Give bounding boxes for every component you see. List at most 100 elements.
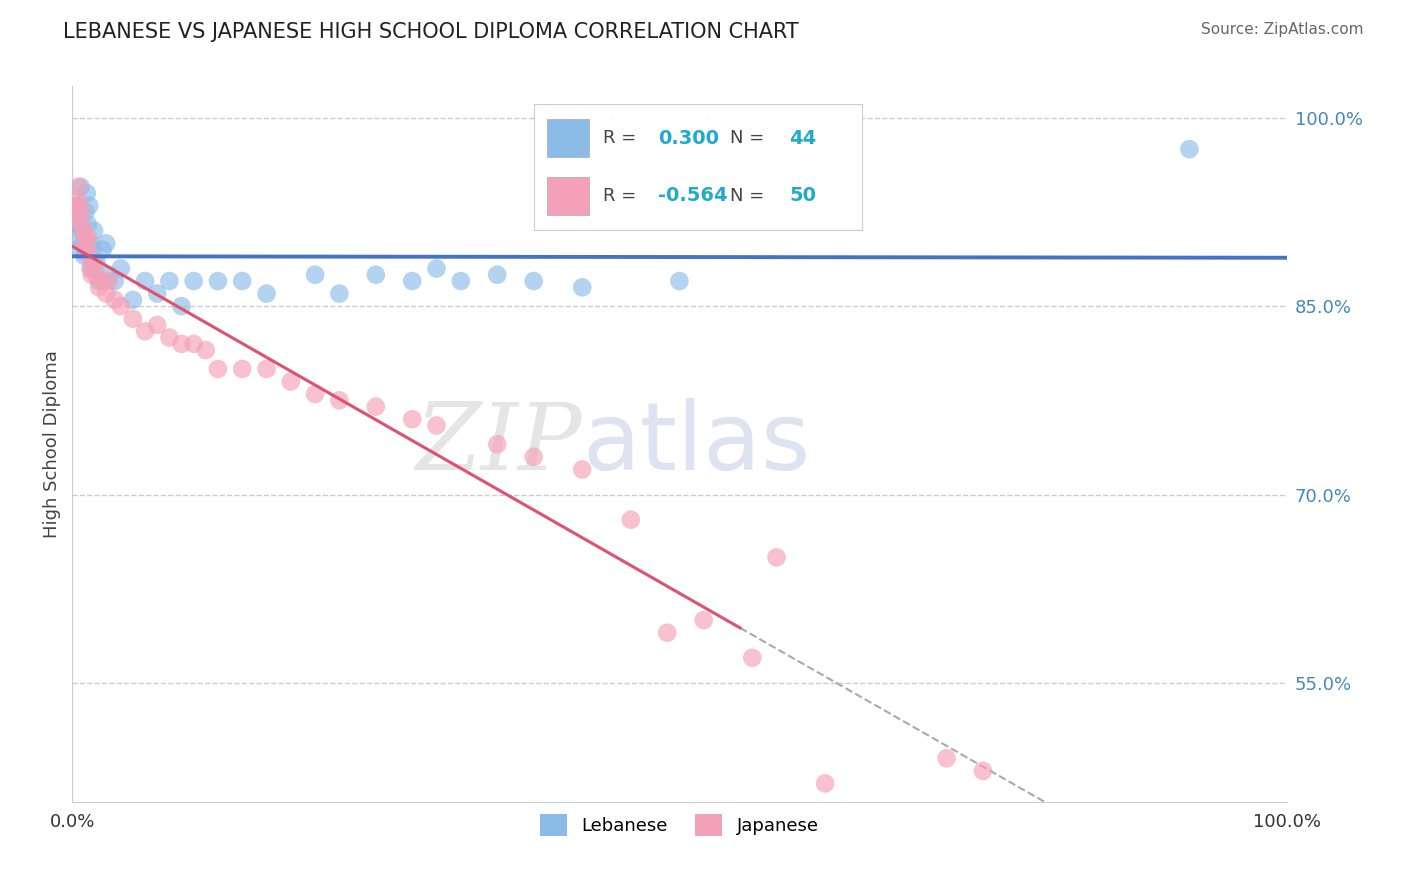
Text: ZIP: ZIP xyxy=(416,400,582,490)
Point xyxy=(69,199,91,213)
Point xyxy=(87,274,110,288)
Point xyxy=(328,286,350,301)
Point xyxy=(134,324,156,338)
Point xyxy=(668,274,690,288)
Point xyxy=(170,299,193,313)
Point xyxy=(304,387,326,401)
Point xyxy=(814,776,837,790)
Point xyxy=(401,274,423,288)
Point xyxy=(75,205,97,219)
Point xyxy=(97,268,120,282)
Point xyxy=(364,268,387,282)
Point xyxy=(77,199,100,213)
Point xyxy=(157,274,180,288)
Point xyxy=(523,274,546,288)
Point xyxy=(82,243,104,257)
Point xyxy=(1178,142,1201,156)
Point xyxy=(86,268,108,282)
Point xyxy=(83,224,105,238)
Point xyxy=(69,179,91,194)
Point xyxy=(79,236,101,251)
Point xyxy=(76,186,98,201)
Point xyxy=(523,450,546,464)
Point xyxy=(231,274,253,288)
Point xyxy=(70,218,93,232)
Point xyxy=(486,268,509,282)
Point xyxy=(194,343,217,358)
Point xyxy=(280,375,302,389)
Point xyxy=(67,199,90,213)
Point xyxy=(65,211,87,226)
Point xyxy=(87,280,110,294)
Point xyxy=(328,393,350,408)
Point xyxy=(63,211,86,226)
Point xyxy=(256,286,278,301)
Point xyxy=(91,274,114,288)
Point xyxy=(69,205,91,219)
Point xyxy=(207,362,229,376)
Point xyxy=(96,236,118,251)
Point xyxy=(207,274,229,288)
Point xyxy=(97,274,120,288)
Point xyxy=(77,218,100,232)
Point xyxy=(134,274,156,288)
Point xyxy=(256,362,278,376)
Point xyxy=(304,268,326,282)
Text: Source: ZipAtlas.com: Source: ZipAtlas.com xyxy=(1201,22,1364,37)
Point xyxy=(66,218,89,232)
Point xyxy=(146,286,169,301)
Legend: Lebanese, Japanese: Lebanese, Japanese xyxy=(533,807,825,843)
Point xyxy=(972,764,994,778)
Point xyxy=(110,261,132,276)
Point xyxy=(571,462,593,476)
Point xyxy=(65,230,87,244)
Point xyxy=(77,249,100,263)
Point xyxy=(96,286,118,301)
Point xyxy=(122,293,145,307)
Point xyxy=(80,261,103,276)
Point xyxy=(486,437,509,451)
Point xyxy=(364,400,387,414)
Text: atlas: atlas xyxy=(582,399,810,491)
Point xyxy=(571,280,593,294)
Point xyxy=(741,650,763,665)
Point xyxy=(183,274,205,288)
Text: LEBANESE VS JAPANESE HIGH SCHOOL DIPLOMA CORRELATION CHART: LEBANESE VS JAPANESE HIGH SCHOOL DIPLOMA… xyxy=(63,22,799,42)
Point xyxy=(450,274,472,288)
Point xyxy=(83,255,105,269)
Point xyxy=(170,336,193,351)
Point xyxy=(86,255,108,269)
Point xyxy=(425,261,447,276)
Point xyxy=(69,243,91,257)
Point xyxy=(67,179,90,194)
Point xyxy=(657,625,679,640)
Point xyxy=(104,274,127,288)
Point xyxy=(620,513,643,527)
Point xyxy=(73,249,96,263)
Point xyxy=(146,318,169,332)
Point xyxy=(79,261,101,276)
Point xyxy=(80,268,103,282)
Point xyxy=(73,236,96,251)
Point xyxy=(72,224,94,238)
Point xyxy=(104,293,127,307)
Point xyxy=(110,299,132,313)
Point xyxy=(425,418,447,433)
Point xyxy=(157,330,180,344)
Point xyxy=(765,550,787,565)
Point xyxy=(63,199,86,213)
Point xyxy=(76,243,98,257)
Point xyxy=(231,362,253,376)
Point xyxy=(401,412,423,426)
Point xyxy=(72,236,94,251)
Y-axis label: High School Diploma: High School Diploma xyxy=(44,351,60,538)
Point xyxy=(692,613,714,627)
Point xyxy=(70,224,93,238)
Point xyxy=(77,230,100,244)
Point xyxy=(935,751,957,765)
Point xyxy=(91,243,114,257)
Point xyxy=(75,230,97,244)
Point xyxy=(66,193,89,207)
Point xyxy=(122,311,145,326)
Point xyxy=(183,336,205,351)
